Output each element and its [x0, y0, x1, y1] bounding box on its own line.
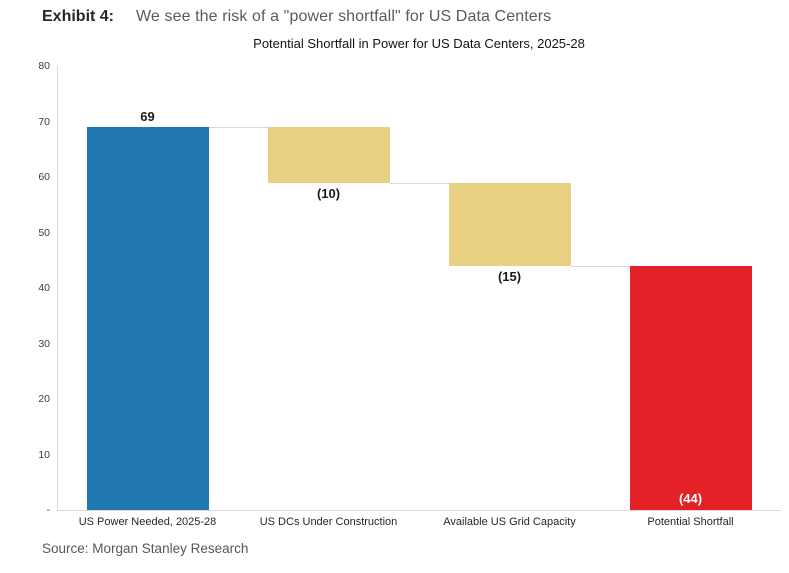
- y-tick-label: 50: [38, 226, 50, 239]
- bar-value-label: (10): [316, 185, 341, 201]
- bar-potential-shortfall: [629, 265, 752, 510]
- bar-us-power-needed-2025-28: [86, 127, 209, 510]
- y-tick-label: 60: [38, 171, 50, 183]
- exhibit-header: Exhibit 4: We see the risk of a "power s…: [42, 8, 551, 26]
- bar-value-label: (44): [678, 491, 703, 506]
- y-tick-label: 80: [38, 60, 50, 72]
- x-category-label: US DCs Under Construction: [259, 516, 398, 528]
- y-tick-label: 20: [38, 393, 50, 405]
- x-category-label: US Power Needed, 2025-28: [78, 516, 217, 528]
- y-axis-line: [57, 66, 58, 510]
- y-tick-label: 30: [38, 337, 50, 350]
- y-tick-label: 40: [38, 282, 50, 294]
- source-note: Source: Morgan Stanley Research: [42, 541, 249, 556]
- x-category-label: Available US Grid Capacity: [443, 516, 576, 528]
- x-axis-line: [57, 510, 781, 511]
- connector-line: [208, 127, 268, 129]
- bar-value-label: 69: [140, 109, 155, 125]
- bar-value-label: (15): [497, 268, 522, 284]
- y-tick-label: 70: [38, 115, 50, 128]
- exhibit-number-label: Exhibit 4:: [42, 8, 115, 25]
- bar-us-dcs-under-construction: [267, 127, 390, 183]
- connector-line: [570, 265, 630, 267]
- x-category-label: Potential Shortfall: [647, 516, 734, 528]
- exhibit-title: We see the risk of a "power shortfall" f…: [136, 8, 552, 25]
- bar-available-us-grid-capacity: [448, 182, 571, 266]
- connector-line: [389, 182, 449, 184]
- chart-title: Potential Shortfall in Power for US Data…: [253, 36, 585, 51]
- y-tick-label: 10: [38, 448, 50, 461]
- y-tick-label: -: [46, 504, 51, 516]
